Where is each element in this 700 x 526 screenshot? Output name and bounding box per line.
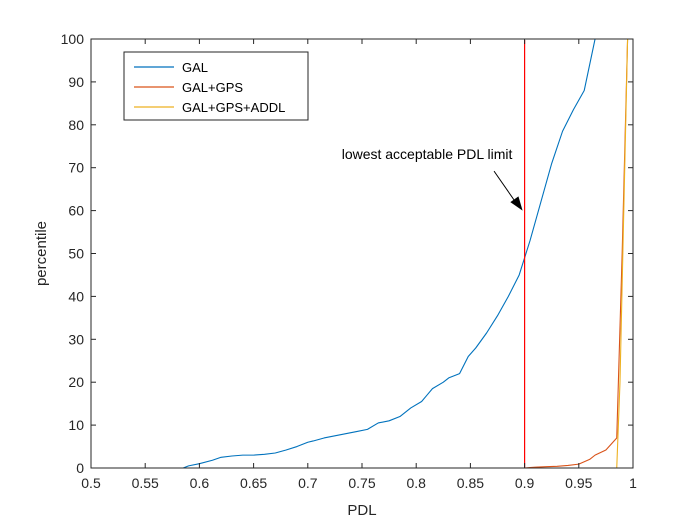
x-tick-label: 0.5 <box>81 475 101 491</box>
x-tick-label: 0.75 <box>348 475 375 491</box>
annotation-layer: lowest acceptable PDL limit <box>342 146 523 211</box>
x-tick-label: 0.8 <box>406 475 426 491</box>
x-tick-label: 0.7 <box>298 475 318 491</box>
legend-label: GAL+GPS <box>182 80 243 95</box>
x-tick-label: 0.85 <box>457 475 484 491</box>
y-tick-label: 100 <box>61 31 85 47</box>
y-tick-label: 70 <box>68 160 84 176</box>
y-tick-label: 50 <box>68 246 84 262</box>
y-tick-label: 0 <box>76 460 84 476</box>
annotation-arrow-head <box>510 196 523 211</box>
annotation-text: lowest acceptable PDL limit <box>342 146 513 162</box>
y-tick-label: 30 <box>68 331 84 347</box>
x-tick-label: 0.9 <box>515 475 535 491</box>
x-tick-label: 0.65 <box>240 475 267 491</box>
y-tick-label: 90 <box>68 74 84 90</box>
x-axis-title: PDL <box>347 502 376 519</box>
legend-box <box>123 51 309 121</box>
legend: GAL GAL+GPS GAL+GPS+ADDL <box>123 51 309 121</box>
y-tick-label: 60 <box>68 203 84 219</box>
x-tick-label: 0.6 <box>190 475 210 491</box>
y-tick-label: 10 <box>68 417 84 433</box>
x-tick-label: 0.95 <box>565 475 592 491</box>
y-tick-label: 80 <box>68 117 84 133</box>
legend-label: GAL <box>182 60 208 75</box>
series-line-0 <box>91 38 628 469</box>
x-tick-label: 0.55 <box>132 475 159 491</box>
ticks-layer: 0.5 0.55 0.6 0.65 0.7 0.75 0.8 0.85 0.9 0.95 10102… <box>61 31 637 491</box>
annotation-arrow-shaft <box>493 170 518 204</box>
x-tick-label: 1 <box>629 475 637 491</box>
y-tick-label: 40 <box>68 288 84 304</box>
y-axis-title: percentile <box>33 221 50 286</box>
y-tick-label: 20 <box>68 374 84 390</box>
legend-label: GAL+GPS+ADDL <box>182 100 285 115</box>
